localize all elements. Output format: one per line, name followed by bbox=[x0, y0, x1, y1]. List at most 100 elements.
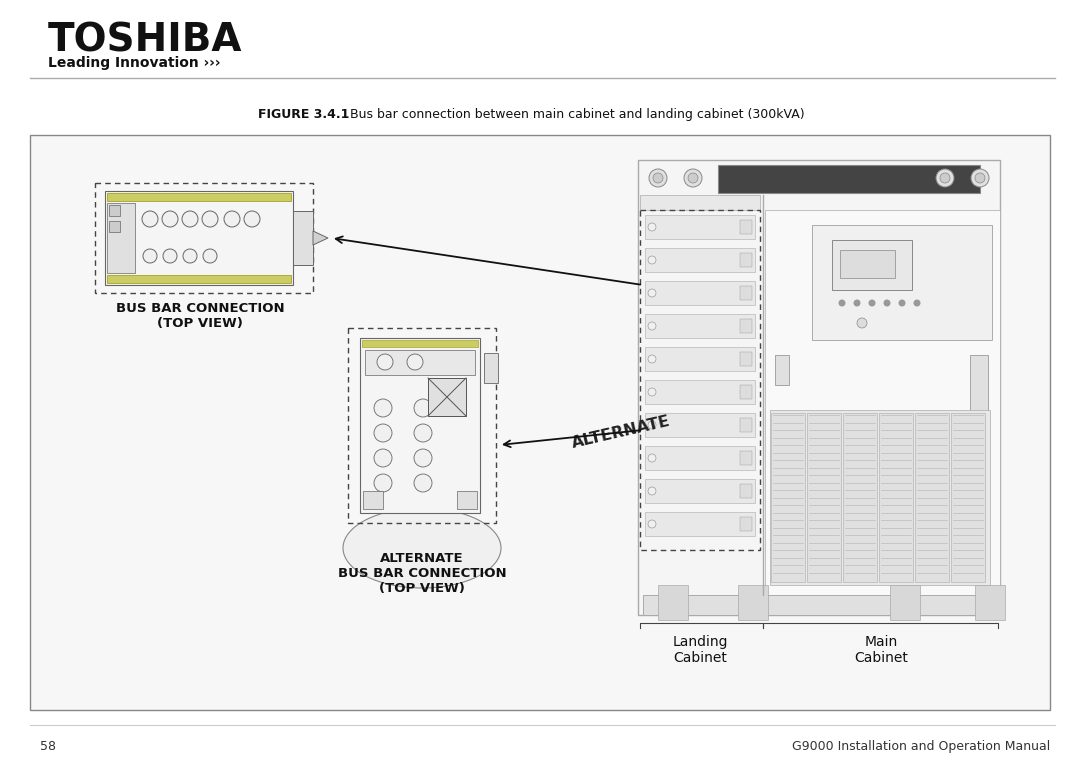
Bar bbox=[738, 585, 768, 620]
Circle shape bbox=[899, 300, 905, 307]
Circle shape bbox=[858, 318, 867, 328]
Circle shape bbox=[868, 300, 876, 307]
Bar bbox=[951, 413, 985, 582]
Bar bbox=[775, 355, 789, 385]
Bar bbox=[812, 225, 993, 340]
Circle shape bbox=[163, 249, 177, 263]
Circle shape bbox=[648, 223, 656, 231]
Bar bbox=[95, 183, 313, 293]
Bar bbox=[915, 413, 949, 582]
Circle shape bbox=[143, 249, 157, 263]
Circle shape bbox=[162, 211, 178, 227]
Bar bbox=[645, 248, 755, 272]
Bar bbox=[807, 413, 841, 582]
Circle shape bbox=[688, 173, 698, 183]
Circle shape bbox=[183, 211, 198, 227]
Circle shape bbox=[648, 256, 656, 264]
Bar bbox=[740, 418, 752, 432]
Bar bbox=[30, 135, 1050, 710]
Circle shape bbox=[914, 300, 920, 307]
Bar bbox=[645, 281, 755, 305]
Circle shape bbox=[202, 211, 218, 227]
Bar bbox=[740, 352, 752, 366]
Bar bbox=[348, 328, 496, 523]
Circle shape bbox=[648, 454, 656, 462]
Bar bbox=[457, 491, 477, 509]
Bar bbox=[645, 446, 755, 470]
Text: ALTERNATE: ALTERNATE bbox=[570, 414, 672, 451]
Bar bbox=[740, 319, 752, 333]
Bar bbox=[740, 451, 752, 465]
Circle shape bbox=[407, 354, 423, 370]
Bar bbox=[843, 413, 877, 582]
Circle shape bbox=[648, 322, 656, 330]
Bar bbox=[293, 211, 313, 265]
Circle shape bbox=[940, 173, 950, 183]
Bar bbox=[640, 210, 760, 550]
Polygon shape bbox=[313, 231, 328, 245]
Circle shape bbox=[203, 249, 217, 263]
Circle shape bbox=[971, 169, 989, 187]
Bar bbox=[645, 479, 755, 503]
Circle shape bbox=[374, 399, 392, 417]
Circle shape bbox=[853, 300, 861, 307]
Circle shape bbox=[649, 169, 667, 187]
Bar bbox=[645, 314, 755, 338]
Bar bbox=[645, 347, 755, 371]
Bar bbox=[645, 380, 755, 404]
Bar bbox=[640, 195, 760, 210]
Text: BUS BAR CONNECTION
(TOP VIEW): BUS BAR CONNECTION (TOP VIEW) bbox=[116, 302, 284, 330]
Circle shape bbox=[374, 424, 392, 442]
Ellipse shape bbox=[343, 508, 501, 588]
Bar bbox=[658, 585, 688, 620]
Bar bbox=[360, 338, 480, 513]
Bar bbox=[770, 410, 990, 585]
Circle shape bbox=[244, 211, 260, 227]
Bar bbox=[771, 413, 805, 582]
Circle shape bbox=[648, 520, 656, 528]
Circle shape bbox=[141, 211, 158, 227]
Bar bbox=[740, 517, 752, 531]
Circle shape bbox=[377, 354, 393, 370]
Bar bbox=[765, 210, 1000, 595]
Bar bbox=[718, 165, 980, 193]
Text: Main
Cabinet: Main Cabinet bbox=[854, 635, 908, 665]
Bar bbox=[840, 250, 895, 278]
Bar bbox=[362, 340, 478, 347]
Circle shape bbox=[374, 449, 392, 467]
Bar bbox=[645, 215, 755, 239]
Bar bbox=[975, 585, 1005, 620]
Text: G9000 Installation and Operation Manual: G9000 Installation and Operation Manual bbox=[792, 740, 1050, 753]
Circle shape bbox=[414, 424, 432, 442]
Text: Leading Innovation ›››: Leading Innovation ››› bbox=[48, 56, 220, 70]
Bar bbox=[109, 205, 120, 216]
Bar bbox=[109, 221, 120, 232]
Bar bbox=[879, 413, 913, 582]
Circle shape bbox=[374, 474, 392, 492]
Text: TOSHIBA: TOSHIBA bbox=[48, 22, 243, 60]
Circle shape bbox=[414, 399, 432, 417]
Circle shape bbox=[414, 449, 432, 467]
Text: FIGURE 3.4.1: FIGURE 3.4.1 bbox=[258, 108, 349, 121]
Bar bbox=[107, 193, 291, 201]
Text: Landing
Cabinet: Landing Cabinet bbox=[672, 635, 728, 665]
Bar bbox=[638, 160, 1000, 615]
Bar bbox=[740, 385, 752, 399]
Bar bbox=[484, 353, 498, 383]
Text: 58: 58 bbox=[40, 740, 56, 753]
Bar bbox=[645, 512, 755, 536]
Circle shape bbox=[684, 169, 702, 187]
Bar bbox=[643, 595, 995, 615]
Circle shape bbox=[648, 355, 656, 363]
Circle shape bbox=[838, 300, 846, 307]
Bar bbox=[970, 355, 988, 435]
Bar bbox=[428, 378, 465, 416]
Circle shape bbox=[883, 300, 891, 307]
Bar bbox=[832, 240, 912, 290]
Circle shape bbox=[224, 211, 240, 227]
Circle shape bbox=[975, 173, 985, 183]
Bar bbox=[740, 253, 752, 267]
Bar bbox=[740, 286, 752, 300]
Bar bbox=[740, 484, 752, 498]
Text: Bus bar connection between main cabinet and landing cabinet (300kVA): Bus bar connection between main cabinet … bbox=[338, 108, 805, 121]
